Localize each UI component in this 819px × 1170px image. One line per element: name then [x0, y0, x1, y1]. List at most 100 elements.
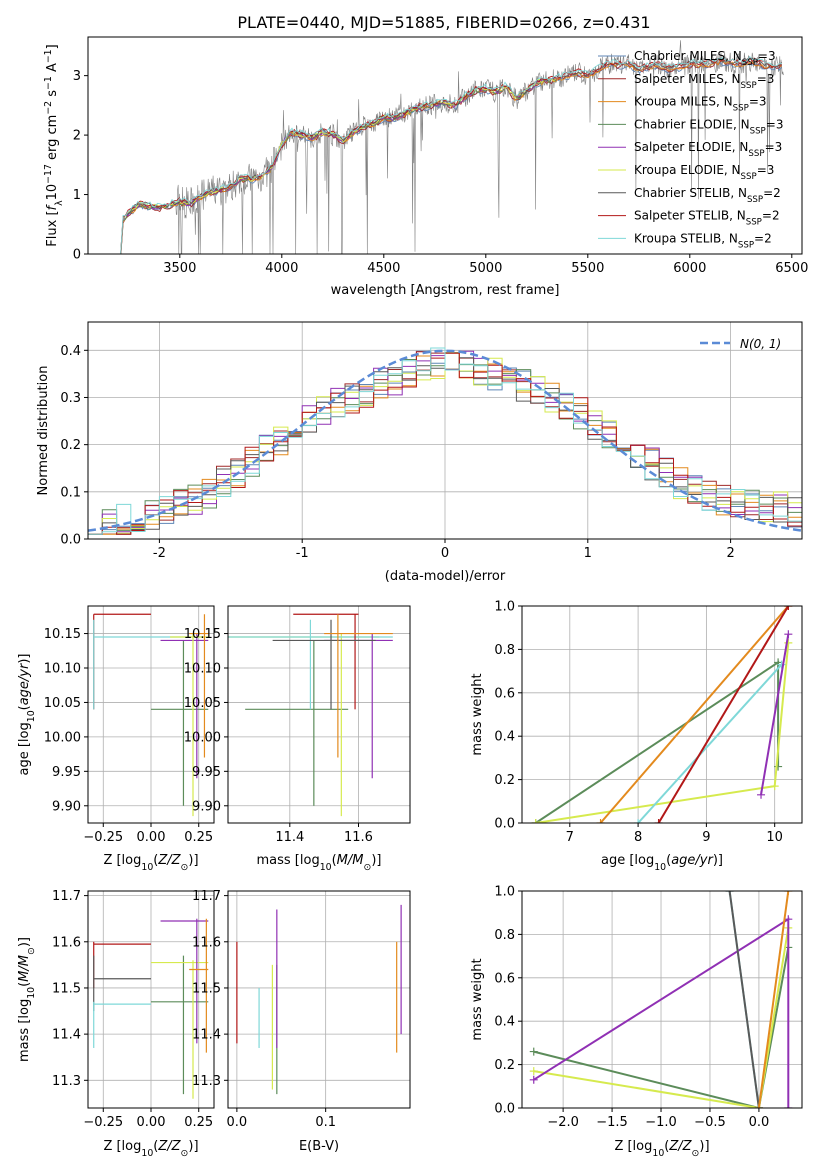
axes-frame [87, 321, 803, 540]
y-tick-label: 0.6 [494, 686, 515, 701]
weight-marker [784, 1104, 793, 1108]
x-axis-label: Z [log10(Z/Z⊙)] [103, 853, 198, 873]
y-tick-label: 11.4 [52, 1028, 81, 1043]
y-tick-label: 0.1 [60, 485, 81, 500]
weight-marker [784, 638, 793, 647]
y-tick-label: 0.4 [60, 344, 81, 359]
x-axis-label: Z [log10(Z/Z⊙)] [103, 1139, 198, 1159]
weight-line [535, 660, 780, 823]
y-tick-label: 11.6 [52, 935, 81, 950]
legend-label: Salpeter STELIB, NSSP=2 [634, 209, 780, 228]
x-tick-label: 2 [726, 546, 734, 561]
legend-label: Chabrier STELIB, NSSP=2 [634, 186, 781, 205]
model-spectrum [120, 78, 557, 254]
y-tick-label: 0.2 [494, 1058, 515, 1073]
legend-label: Kroupa ELODIE, NSSP=3 [634, 163, 774, 182]
y-tick-label: 11.5 [52, 981, 81, 996]
weight-marker [770, 782, 779, 791]
y-tick-label: 0 [73, 248, 81, 263]
y-tick-label: 11.7 [52, 889, 81, 904]
y-tick-label: 0.8 [494, 643, 515, 658]
axes-mass-vs-Z: −0.25 0.00 0.25 11.3 11.4 11.5 11.6 11.7 Z [log1… [17, 889, 215, 1159]
y-tick-label: 10.00 [184, 730, 221, 745]
weight-marker [531, 819, 540, 823]
y-tick-label: 10.00 [44, 730, 81, 745]
x-tick-label: 11.6 [344, 830, 373, 845]
model-spectrum [120, 56, 782, 254]
model-spectrum [120, 77, 557, 254]
x-tick-label: 11.4 [275, 830, 304, 845]
y-tick-label: 0.2 [60, 438, 81, 453]
axes-frame [227, 890, 411, 1109]
y-axis-label: mass [log10(M/M⊙)] [17, 937, 37, 1062]
weight-line [728, 891, 760, 1108]
weight-marker [529, 1047, 538, 1056]
legend-label: Chabrier MILES, NSSP=3 [634, 49, 776, 68]
y-tick-label: 0.3 [60, 391, 81, 406]
x-tick-label: 6500 [775, 261, 808, 276]
weight-line [657, 606, 790, 823]
weight-marker [529, 1075, 538, 1084]
weight-line [760, 634, 790, 795]
x-tick-label: 0.00 [137, 830, 166, 845]
x-tick-label: −0.25 [83, 830, 123, 845]
y-tick-label: 0.6 [494, 971, 515, 986]
x-tick-label: 3500 [163, 261, 196, 276]
x-tick-label: 9 [702, 830, 710, 845]
figure-title: PLATE=0440, MJD=51885, FIBERID=0266, z=0… [237, 13, 650, 32]
weight-marker [784, 606, 793, 610]
x-tick-label: −1.0 [645, 1115, 677, 1130]
y-tick-label: 10.05 [184, 696, 221, 711]
x-tick-label: -1 [296, 546, 309, 561]
weight-line [757, 891, 790, 1108]
x-tick-label: 7 [566, 830, 574, 845]
axes-age-vs-mass: 11.4 11.6 9.90 9.95 10.00 10.05 10.10 10.15 mass… [184, 605, 411, 873]
axes-mass-vs-EBV: 0.0 0.1 11.3 11.4 11.5 11.6 11.7 E(B-V) [192, 889, 411, 1154]
plot-area [228, 613, 393, 817]
y-tick-label: 0.4 [494, 730, 515, 745]
y-tick-label: 0.4 [494, 1015, 515, 1030]
y-tick-label: 0.0 [60, 533, 81, 548]
plot-area [93, 918, 209, 1099]
weight-line [533, 927, 790, 1108]
model-spectrum [120, 57, 782, 254]
legend-label: Salpeter ELODIE, NSSP=3 [634, 140, 782, 159]
weight-marker [784, 915, 793, 924]
weight-line [533, 947, 790, 1108]
x-tick-label: 4500 [367, 261, 400, 276]
y-tick-label: 10.05 [44, 696, 81, 711]
y-tick-label: 1.0 [494, 600, 515, 615]
y-axis-label: mass weight [470, 673, 485, 755]
plot-area [88, 347, 802, 535]
y-tick-label: 9.90 [192, 799, 221, 814]
weight-marker [774, 762, 783, 771]
weight-line [599, 606, 790, 823]
axes-frame [87, 36, 803, 255]
weight-marker [784, 630, 793, 639]
legend-label: Kroupa MILES, NSSP=3 [634, 95, 767, 114]
legend-label: Salpeter MILES, NSSP=3 [634, 72, 774, 91]
weight-marker [529, 1067, 538, 1076]
x-tick-label: 8 [634, 830, 642, 845]
y-tick-label: 9.95 [192, 765, 221, 780]
y-tick-label: 3 [73, 69, 81, 84]
x-tick-label: −2.0 [547, 1115, 579, 1130]
x-tick-label: −1.5 [596, 1115, 628, 1130]
model-spectrum [120, 55, 782, 254]
x-tick-label: 0.0 [227, 1115, 248, 1130]
x-axis-label: mass [log10(M/M⊙)] [257, 853, 382, 873]
model-spectrum [120, 59, 782, 254]
legend: Chabrier MILES, NSSP=3 Salpeter MILES, NS… [598, 49, 783, 250]
y-tick-label: 0.0 [494, 817, 515, 832]
y-tick-label: 0.2 [494, 773, 515, 788]
x-tick-label: −0.25 [83, 1115, 123, 1130]
x-tick-label: 0 [441, 546, 449, 561]
y-tick-label: 1.0 [494, 885, 515, 900]
axes-residuals: -2 -1 0 1 2 0.0 0.1 0.2 0.3 0.4 (data-model)/error… [36, 321, 803, 584]
y-tick-label: 11.6 [192, 935, 221, 950]
model-spectrum [120, 61, 782, 254]
y-axis-label: age [log10(age/yr)] [17, 653, 37, 775]
x-tick-label: 10 [766, 830, 783, 845]
histogram-step [88, 347, 802, 535]
